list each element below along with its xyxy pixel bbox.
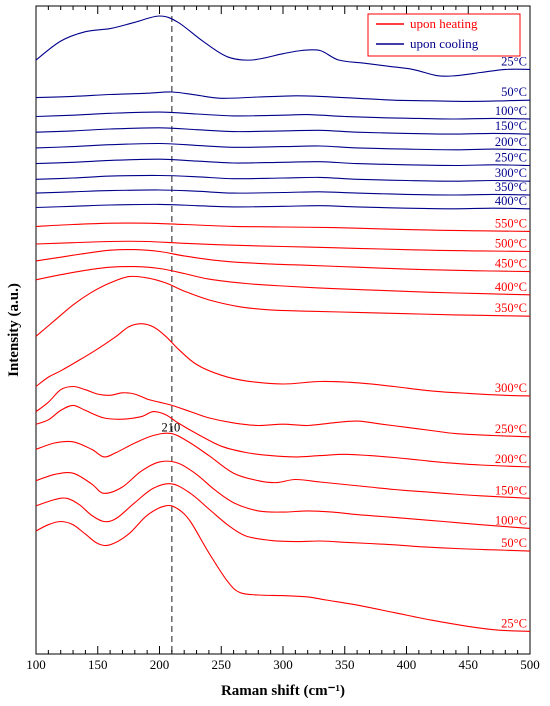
temperature-label: 300°C (495, 381, 527, 395)
temperature-label: 350°C (495, 180, 527, 194)
temperature-label: 250°C (495, 422, 527, 436)
series-line-cooling (35, 127, 531, 135)
x-tick-label: 300 (273, 657, 293, 672)
temperature-label: 200°C (495, 135, 527, 149)
temperature-label: 400°C (495, 194, 527, 208)
x-tick-label: 100 (26, 657, 46, 672)
temperature-label: 25°C (501, 54, 527, 68)
x-tick-label: 250 (212, 657, 232, 672)
temperature-label: 25°C (501, 616, 527, 630)
temperature-label: 400°C (495, 280, 527, 294)
series-line-heating (35, 240, 531, 253)
series-line-heating (35, 460, 531, 529)
temperature-label: 50°C (501, 85, 527, 99)
temperature-label: 50°C (501, 536, 527, 550)
x-axis-ticks: 100 150 200 250 300 350 400 450 500 (26, 6, 540, 672)
temperature-label-layer: 25°C50°C100°C150°C200°C250°C300°C350°C40… (495, 54, 527, 630)
legend-box (367, 13, 521, 57)
series-line-cooling (35, 111, 531, 120)
series-line-cooling (35, 158, 531, 167)
temperature-label: 150°C (495, 483, 527, 497)
y-axis-title: Intensity (a.u.) (6, 283, 22, 377)
temperature-label: 150°C (495, 119, 527, 133)
temperature-label: 450°C (495, 257, 527, 271)
series-line-heating (35, 222, 531, 232)
temperature-label: 550°C (495, 216, 527, 230)
series-line-heating (35, 385, 531, 438)
temperature-label: 350°C (495, 301, 527, 315)
temperature-label: 200°C (495, 452, 527, 466)
series-line-heating (35, 432, 531, 499)
x-tick-label: 150 (88, 657, 108, 672)
temperature-label: 300°C (495, 166, 527, 180)
legend-label-cooling: upon cooling (410, 36, 479, 51)
plot-frame (35, 5, 531, 655)
legend-label-heating: upon heating (410, 16, 478, 31)
x-tick-label: 450 (459, 657, 479, 672)
series-line-cooling (35, 189, 531, 196)
x-tick-label: 400 (397, 657, 417, 672)
x-tick-label: 500 (520, 657, 540, 672)
x-tick-label: 350 (335, 657, 355, 672)
series-layer (35, 15, 531, 632)
series-line-heating (35, 504, 531, 632)
x-axis-title: Raman shift (cm⁻¹) (221, 683, 345, 699)
series-line-heating (35, 483, 531, 552)
series-line-cooling (35, 15, 531, 77)
series-line-cooling (35, 91, 531, 102)
series-line-cooling (35, 203, 531, 210)
peak-210-label: 210 (161, 420, 180, 434)
series-line-heating (35, 404, 531, 468)
series-line-heating (35, 248, 531, 273)
legend: upon heating upon cooling (367, 13, 521, 57)
series-line-heating (35, 265, 531, 296)
x-tick-label: 200 (150, 657, 170, 672)
series-line-cooling (35, 174, 531, 182)
temperature-label: 100°C (495, 104, 527, 118)
temperature-label: 250°C (495, 150, 527, 164)
temperature-label: 500°C (495, 237, 527, 251)
series-line-cooling (35, 142, 531, 151)
series-line-heating (35, 275, 531, 337)
series-line-heating (35, 323, 531, 397)
temperature-label: 100°C (495, 513, 527, 527)
